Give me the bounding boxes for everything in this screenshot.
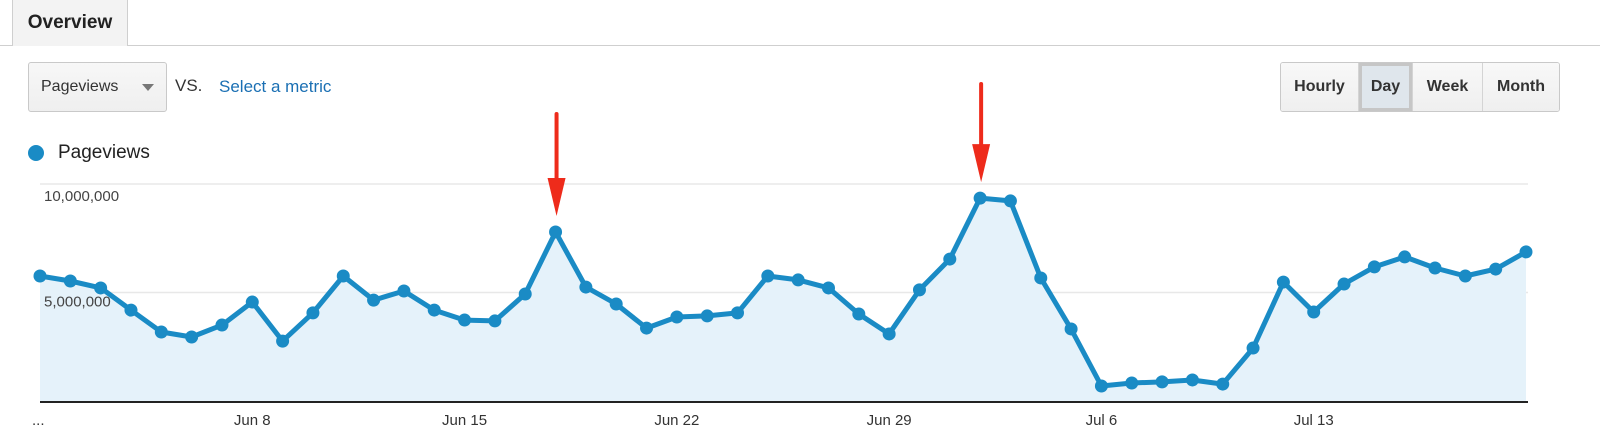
week-button[interactable]: Week <box>1413 63 1483 111</box>
annotation-arrows <box>547 82 991 216</box>
data-point[interactable] <box>882 327 896 341</box>
data-point[interactable] <box>367 293 381 307</box>
data-point[interactable] <box>1185 373 1199 387</box>
data-point[interactable] <box>1216 377 1230 391</box>
data-point[interactable] <box>912 283 926 297</box>
legend-label: Pageviews <box>58 142 150 163</box>
data-point[interactable] <box>761 269 775 283</box>
data-point[interactable] <box>1398 250 1412 264</box>
data-point[interactable] <box>33 269 47 283</box>
data-point[interactable] <box>154 325 168 339</box>
metric-select[interactable]: Pageviews <box>28 62 167 112</box>
data-point[interactable] <box>700 309 714 323</box>
data-point[interactable] <box>1094 379 1108 393</box>
data-point[interactable] <box>397 284 411 298</box>
chart-area-fill <box>40 198 1526 401</box>
metric-select-value: Pageviews <box>41 78 119 95</box>
data-point[interactable] <box>1125 376 1139 390</box>
data-point[interactable] <box>94 281 108 295</box>
data-point[interactable] <box>1034 271 1048 285</box>
data-point[interactable] <box>306 306 320 320</box>
data-point[interactable] <box>1246 341 1260 355</box>
chart-points <box>33 191 1533 393</box>
data-point[interactable] <box>1307 305 1321 319</box>
tab-bar: Overview <box>0 0 1600 46</box>
data-point[interactable] <box>852 307 866 321</box>
data-point[interactable] <box>488 314 502 328</box>
data-point[interactable] <box>1458 269 1472 283</box>
data-point[interactable] <box>458 313 472 327</box>
data-point[interactable] <box>549 225 563 239</box>
y-tick-label: 10,000,000 <box>44 188 119 205</box>
chart-line <box>37 195 1529 389</box>
data-point[interactable] <box>1489 262 1503 276</box>
data-point[interactable] <box>1428 261 1442 275</box>
select-metric-link[interactable]: Select a metric <box>219 77 332 96</box>
data-point[interactable] <box>973 191 987 205</box>
x-tick-label: Jun 29 <box>867 412 912 429</box>
data-point[interactable] <box>1337 277 1351 291</box>
data-point[interactable] <box>1003 194 1017 208</box>
data-point[interactable] <box>670 310 684 324</box>
data-point[interactable] <box>1367 260 1381 274</box>
data-point[interactable] <box>640 321 654 335</box>
chart-legend: Pageviews <box>28 142 150 164</box>
data-point[interactable] <box>185 330 199 344</box>
x-tick-label: Jun 15 <box>442 412 487 429</box>
y-axis-labels: 10,000,000 5,000,000 <box>44 188 119 311</box>
chevron-down-icon <box>142 84 154 91</box>
month-button[interactable]: Month <box>1483 63 1559 111</box>
data-point[interactable] <box>1276 275 1290 289</box>
data-point[interactable] <box>518 287 532 301</box>
x-tick-label: ... <box>32 412 45 429</box>
x-tick-label: Jun 8 <box>234 412 271 429</box>
data-point[interactable] <box>1519 245 1533 259</box>
data-point[interactable] <box>124 303 138 317</box>
vs-label: VS. <box>175 76 203 95</box>
data-point[interactable] <box>63 274 77 288</box>
x-tick-label: Jun 22 <box>654 412 699 429</box>
data-point[interactable] <box>731 306 745 320</box>
day-button[interactable]: Day <box>1359 63 1413 111</box>
x-axis: ... Jun 8 Jun 15 Jun 22 Jun 29 Jul 6 Jul 13 <box>32 401 1528 429</box>
data-point[interactable] <box>1155 375 1169 389</box>
data-point[interactable] <box>791 273 805 287</box>
data-point[interactable] <box>1064 322 1078 336</box>
data-point[interactable] <box>427 303 441 317</box>
tab-overview[interactable]: Overview <box>12 0 128 46</box>
data-point[interactable] <box>215 318 229 332</box>
hourly-button[interactable]: Hourly <box>1281 63 1359 111</box>
x-tick-label: Jul 13 <box>1294 412 1334 429</box>
x-tick-label: Jul 6 <box>1086 412 1118 429</box>
data-point[interactable] <box>609 297 623 311</box>
legend-dot-icon <box>28 145 44 161</box>
data-point[interactable] <box>276 334 290 348</box>
data-point[interactable] <box>943 252 957 266</box>
granularity-button-group: Hourly Day Week Month <box>1280 62 1560 112</box>
red-arrow-icon <box>972 82 991 183</box>
data-point[interactable] <box>245 295 259 309</box>
data-point[interactable] <box>336 269 350 283</box>
red-arrow-icon <box>547 112 566 216</box>
y-tick-label: 5,000,000 <box>44 294 111 311</box>
data-point[interactable] <box>579 280 593 294</box>
data-point[interactable] <box>821 281 835 295</box>
